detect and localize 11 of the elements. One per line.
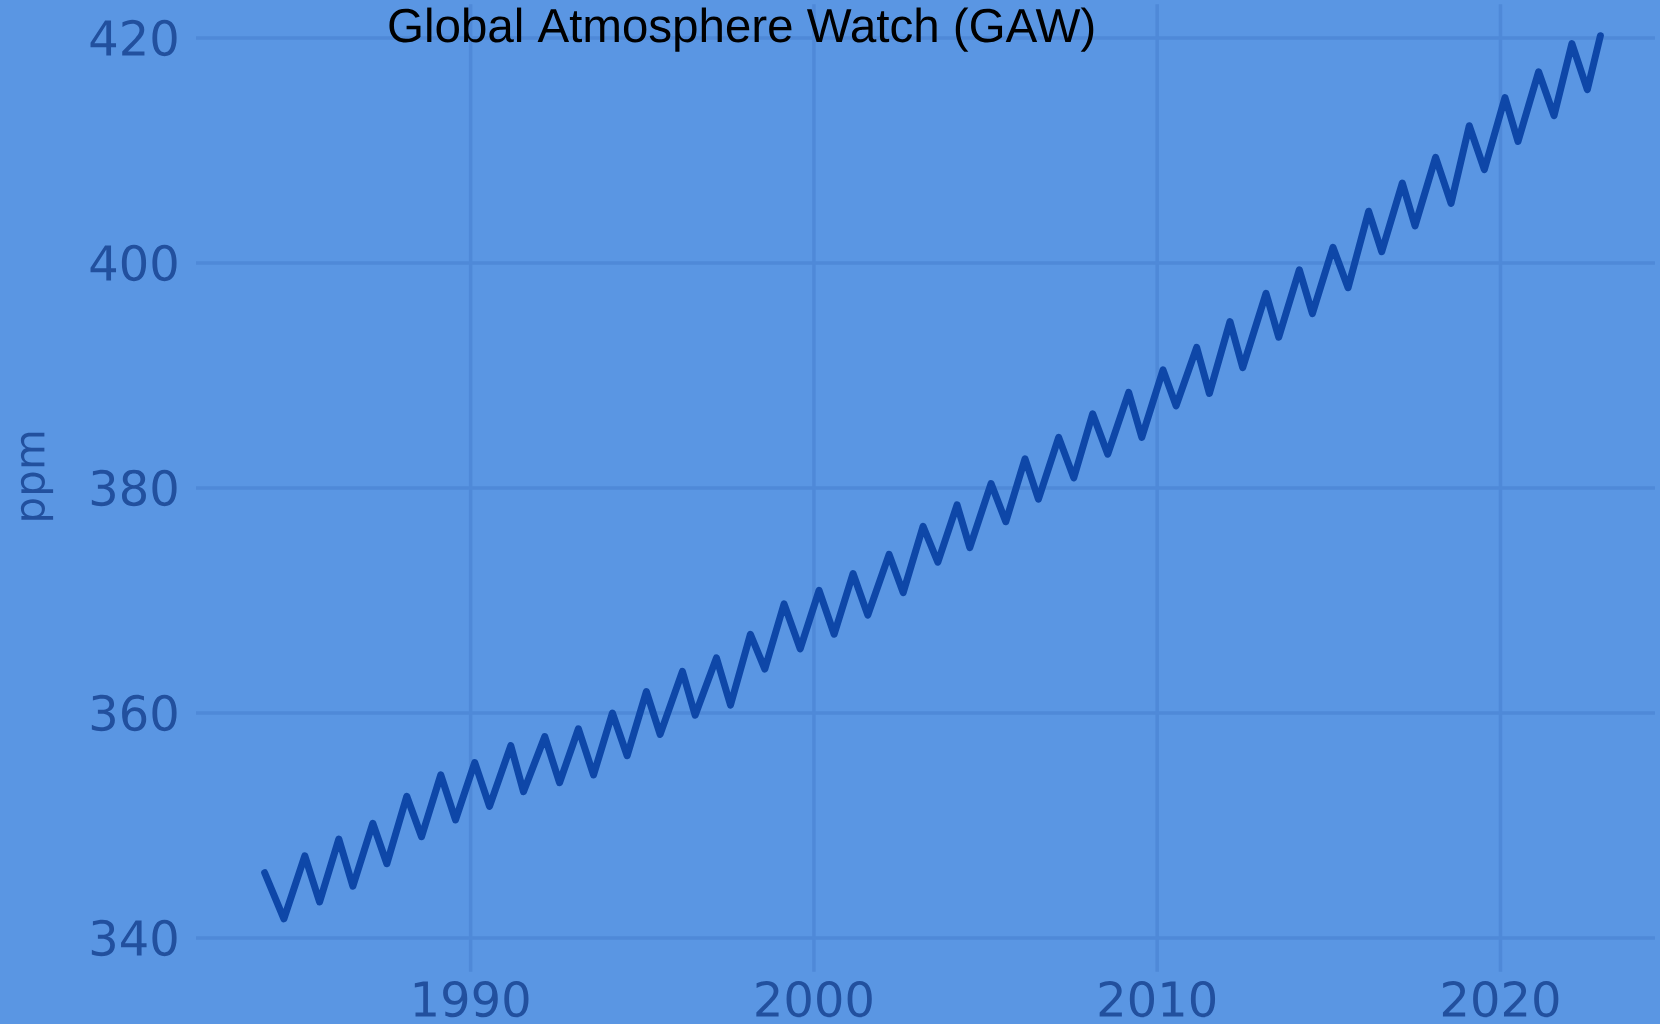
x-tick-label: 1990 <box>414 980 529 1018</box>
x-tick-label: 2000 <box>756 980 872 1018</box>
y-tick-label: 360 <box>91 694 177 732</box>
x-tick-label: 2020 <box>1442 980 1559 1018</box>
y-tick-label: 420 <box>90 19 177 57</box>
y-tick-label: 400 <box>90 244 177 282</box>
y-axis-title: ppm <box>20 432 54 520</box>
y-tick-label: 380 <box>91 469 177 507</box>
y-tick-label: 340 <box>91 919 177 957</box>
chart-title: Global Atmosphere Watch (GAW) <box>389 7 1094 52</box>
x-tick-label: 2010 <box>1099 980 1216 1018</box>
